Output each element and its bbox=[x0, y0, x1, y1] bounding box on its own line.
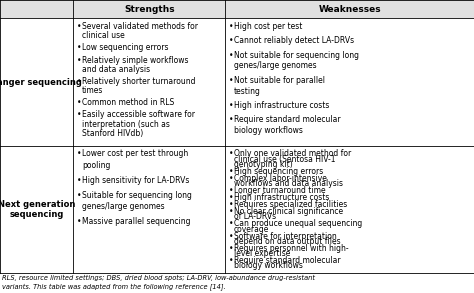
Text: clinical use: clinical use bbox=[82, 31, 125, 40]
Text: workflows and data analysis: workflows and data analysis bbox=[234, 179, 343, 188]
Text: genotyping kit): genotyping kit) bbox=[234, 160, 292, 169]
Text: •: • bbox=[229, 149, 233, 159]
Text: High sensitivity for LA-DRVs: High sensitivity for LA-DRVs bbox=[82, 176, 190, 185]
Text: •: • bbox=[229, 167, 233, 176]
Text: •: • bbox=[229, 193, 233, 202]
Text: •: • bbox=[77, 22, 82, 31]
Text: RLS, resource limited settings; DBS, dried blood spots; LA-DRV, low-abundance dr: RLS, resource limited settings; DBS, dri… bbox=[2, 275, 315, 281]
Text: Software for interpretation: Software for interpretation bbox=[234, 231, 337, 241]
Text: •: • bbox=[77, 77, 82, 86]
Text: •: • bbox=[229, 244, 233, 253]
Text: High cost per test: High cost per test bbox=[234, 22, 302, 31]
Text: and data analysis: and data analysis bbox=[82, 65, 150, 74]
Text: •: • bbox=[229, 231, 233, 241]
Text: Requires specialized facilities: Requires specialized facilities bbox=[234, 200, 347, 209]
Text: •: • bbox=[229, 200, 233, 209]
Text: •: • bbox=[77, 110, 82, 120]
Text: •: • bbox=[77, 217, 82, 226]
Text: Several validated methods for: Several validated methods for bbox=[82, 22, 198, 31]
Text: Cannot reliably detect LA-DRVs: Cannot reliably detect LA-DRVs bbox=[234, 36, 354, 45]
Text: Not suitable for sequencing long: Not suitable for sequencing long bbox=[234, 51, 359, 60]
Text: •: • bbox=[229, 207, 233, 216]
Text: Next generation
sequencing: Next generation sequencing bbox=[0, 200, 75, 219]
Text: testing: testing bbox=[234, 86, 261, 96]
Text: times: times bbox=[82, 86, 103, 95]
Text: •: • bbox=[229, 36, 233, 45]
Text: High sequencing errors: High sequencing errors bbox=[234, 167, 323, 176]
Text: biology workflows: biology workflows bbox=[234, 261, 302, 270]
Text: Not suitable for parallel: Not suitable for parallel bbox=[234, 76, 325, 85]
Text: Stanford HIVdb): Stanford HIVdb) bbox=[82, 129, 143, 138]
Text: High infrastructure costs: High infrastructure costs bbox=[234, 193, 329, 202]
Text: •: • bbox=[77, 149, 82, 159]
Text: •: • bbox=[229, 186, 233, 195]
Text: Relatively simple workflows: Relatively simple workflows bbox=[82, 56, 189, 64]
Text: •: • bbox=[229, 219, 233, 228]
Text: depend on data output files: depend on data output files bbox=[234, 237, 340, 246]
Text: coverage: coverage bbox=[234, 224, 269, 234]
Text: •: • bbox=[77, 176, 82, 185]
Text: Suitable for sequencing long: Suitable for sequencing long bbox=[82, 191, 192, 200]
Text: Requires personnel with high-: Requires personnel with high- bbox=[234, 244, 348, 253]
Text: •: • bbox=[77, 56, 82, 64]
Text: variants. This table was adapted from the following reference [14].: variants. This table was adapted from th… bbox=[2, 283, 226, 289]
Text: interpretation (such as: interpretation (such as bbox=[82, 120, 170, 129]
Text: pooling: pooling bbox=[82, 161, 110, 170]
Text: Longer turnaround time: Longer turnaround time bbox=[234, 186, 325, 195]
Text: •: • bbox=[229, 76, 233, 85]
Text: Weaknesses: Weaknesses bbox=[318, 5, 381, 14]
Text: •: • bbox=[77, 43, 82, 52]
Text: of LA-DRVs: of LA-DRVs bbox=[234, 212, 276, 221]
Text: genes/large genomes: genes/large genomes bbox=[82, 202, 164, 211]
Text: Require standard molecular: Require standard molecular bbox=[234, 115, 340, 124]
Text: •: • bbox=[229, 22, 233, 31]
Text: Only one validated method for: Only one validated method for bbox=[234, 149, 351, 159]
Text: High infrastructure costs: High infrastructure costs bbox=[234, 101, 329, 110]
Text: Massive parallel sequencing: Massive parallel sequencing bbox=[82, 217, 191, 226]
Text: •: • bbox=[229, 115, 233, 124]
Text: Strengths: Strengths bbox=[124, 5, 174, 14]
Text: Can produce unequal sequencing: Can produce unequal sequencing bbox=[234, 219, 362, 228]
Text: •: • bbox=[229, 174, 233, 183]
Text: genes/large genomes: genes/large genomes bbox=[234, 62, 316, 70]
Text: •: • bbox=[229, 256, 233, 265]
Text: Common method in RLS: Common method in RLS bbox=[82, 98, 174, 107]
Text: •: • bbox=[77, 98, 82, 107]
Text: Low sequencing errors: Low sequencing errors bbox=[82, 43, 168, 52]
Text: Lower cost per test through: Lower cost per test through bbox=[82, 149, 188, 159]
Text: level expertise: level expertise bbox=[234, 249, 290, 258]
Text: No clear clinical significance: No clear clinical significance bbox=[234, 207, 343, 216]
Text: clinical use (Sentosa HIV-1: clinical use (Sentosa HIV-1 bbox=[234, 155, 335, 163]
Text: •: • bbox=[229, 101, 233, 110]
Text: Relatively shorter turnaround: Relatively shorter turnaround bbox=[82, 77, 195, 86]
Text: Sanger sequencing: Sanger sequencing bbox=[0, 78, 82, 87]
Text: •: • bbox=[229, 51, 233, 60]
Text: Easily accessible software for: Easily accessible software for bbox=[82, 110, 195, 120]
Text: biology workflows: biology workflows bbox=[234, 126, 302, 135]
Text: Complex labor-intensive: Complex labor-intensive bbox=[234, 174, 327, 183]
Text: Require standard molecular: Require standard molecular bbox=[234, 256, 340, 265]
Text: •: • bbox=[77, 191, 82, 200]
Bar bbox=[0, 0, 474, 18]
